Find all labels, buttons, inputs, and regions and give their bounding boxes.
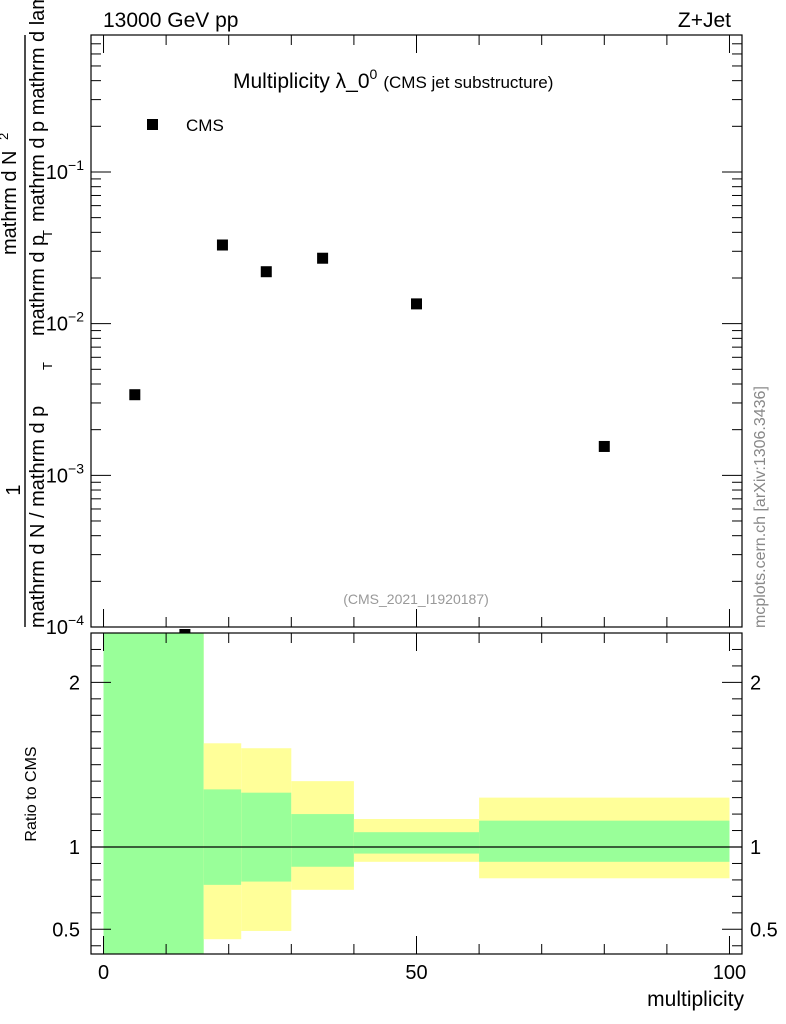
ratio-y-tick-label-right: 1 xyxy=(750,837,761,859)
x-tick-label: 0 xyxy=(98,962,109,984)
top-ticks xyxy=(91,34,742,628)
ratio-y-tick-label-right: 2 xyxy=(750,672,761,694)
y-tick-label: 10−3 xyxy=(46,460,84,487)
stat-uncertainty-band xyxy=(203,789,242,885)
legend-marker xyxy=(147,119,158,130)
stat-uncertainty-band xyxy=(353,832,480,854)
data-point xyxy=(317,252,329,264)
top-panel: 10−1 10−2 10−3 10−4 Multiplicity λ_00 (CMS j… xyxy=(0,0,769,639)
ratio-bands xyxy=(103,633,730,954)
energy-label: 13000 GeV pp xyxy=(103,9,238,32)
side-credit: mcplots.cern.ch [arXiv:1306.3436] xyxy=(752,386,769,628)
ratio-y-tick-label: 0.5 xyxy=(52,919,80,941)
x-axis-title: multiplicity xyxy=(647,988,744,1011)
ratio-x-tick-labels: 0 50 100 xyxy=(98,962,746,984)
data-point xyxy=(411,298,422,310)
plot-title: Multiplicity λ_00 (CMS jet substructure) xyxy=(233,66,553,93)
stat-uncertainty-band xyxy=(479,820,730,862)
y-title-num-sup: 2 xyxy=(0,133,11,140)
y-title-mid: mathrm d p xyxy=(27,235,49,336)
ratio-y-tick-label: 2 xyxy=(69,672,80,694)
y-tick-label: 10−2 xyxy=(46,309,84,336)
y-axis-title: 1 mathrm d N / mathrm d p mathrm d N 2 m… xyxy=(0,0,55,628)
data-point xyxy=(129,389,141,401)
ratio-y-tick-label-right: 0.5 xyxy=(750,919,778,941)
legend-label-cms: CMS xyxy=(186,116,224,135)
x-tick-label: 50 xyxy=(405,962,427,984)
x-tick-label: 100 xyxy=(713,962,746,984)
stat-uncertainty-band xyxy=(291,814,354,867)
data-point xyxy=(216,239,228,251)
top-y-tick-labels: 10−1 10−2 10−3 10−4 xyxy=(46,157,84,639)
y-title-denominator: mathrm d N / mathrm d p xyxy=(27,406,49,628)
data-points xyxy=(129,239,610,633)
process-label: Z+Jet xyxy=(678,9,731,32)
y-title-sub-t: T xyxy=(40,362,55,370)
data-point xyxy=(260,266,272,278)
data-point xyxy=(179,629,191,633)
ratio-y-tick-labels: 0.5 0.5 1 1 2 2 xyxy=(52,672,778,941)
y-tick-label: 10−4 xyxy=(46,612,84,639)
ratio-y-tick-label: 1 xyxy=(69,837,80,859)
ratio-panel: 0.5 0.5 1 1 2 2 0 50 100 Ratio to CMS multiplic… xyxy=(23,632,778,1011)
y-title-lambda: mathrm d p mathrm d lambda xyxy=(27,0,49,222)
ratio-ticks xyxy=(91,633,742,954)
y-title-mid-sub: T xyxy=(40,230,55,238)
stat-uncertainty-band xyxy=(241,792,292,882)
y-title-num-dn: mathrm d N xyxy=(0,151,21,255)
y-tick-label: 10−1 xyxy=(46,157,84,184)
analysis-id: (CMS_2021_I1920187) xyxy=(343,591,489,607)
data-point xyxy=(598,440,610,452)
legend: CMS xyxy=(147,116,224,135)
y-title-numerator: 1 xyxy=(3,484,25,495)
stat-uncertainty-band xyxy=(103,633,204,954)
ratio-y-title: Ratio to CMS xyxy=(23,746,40,841)
